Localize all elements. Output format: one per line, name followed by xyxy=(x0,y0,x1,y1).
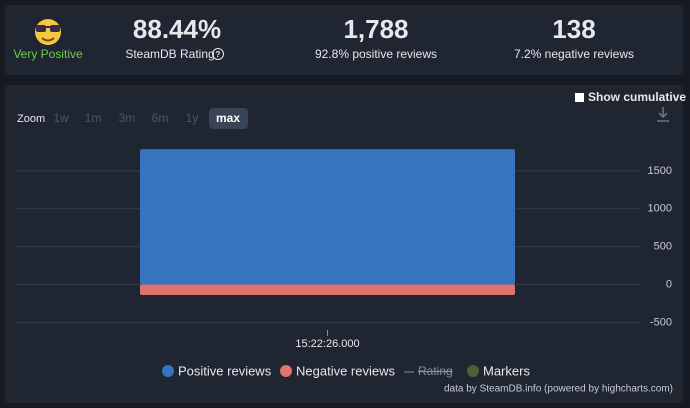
positive-caption: 92.8% positive reviews xyxy=(315,47,437,61)
download-icon[interactable] xyxy=(657,107,669,122)
x-tick-label: 15:22:26.000 xyxy=(295,338,359,350)
legend-marker[interactable] xyxy=(162,365,174,377)
negative-caption: 7.2% negative reviews xyxy=(514,47,634,61)
legend-marker[interactable] xyxy=(467,365,479,377)
negative-count: 138 xyxy=(552,14,595,44)
legend-label[interactable]: Markers xyxy=(483,363,530,378)
zoom-button[interactable]: 6m xyxy=(152,111,169,125)
zoom-button[interactable]: 1m xyxy=(85,111,102,125)
y-tick-label: 1000 xyxy=(648,203,672,215)
y-tick-label: 0 xyxy=(666,278,672,290)
legend-label[interactable]: Rating xyxy=(418,364,453,378)
zoom-button[interactable]: max xyxy=(216,111,240,125)
svg-text:?: ? xyxy=(216,50,221,59)
summary-panel xyxy=(5,5,683,75)
rating-value: 88.44% xyxy=(133,14,221,44)
zoom-label: Zoom xyxy=(17,113,45,125)
rating-label: Very Positive xyxy=(13,47,83,61)
cumulative-label[interactable]: Show cumulative xyxy=(588,90,686,104)
credit: data by SteamDB.info (powered by highcha… xyxy=(444,384,673,395)
zoom-button-bg[interactable] xyxy=(209,108,248,129)
legend-marker[interactable] xyxy=(280,365,292,377)
cumulative-checkbox[interactable] xyxy=(575,93,584,102)
y-tick-label: -500 xyxy=(650,316,672,328)
y-tick-label: 500 xyxy=(654,241,672,253)
rating-emoji xyxy=(35,19,61,45)
rating-caption: SteamDB Rating xyxy=(125,47,214,61)
bar xyxy=(140,149,515,285)
zoom-button[interactable]: 1y xyxy=(186,111,199,125)
bar xyxy=(140,284,515,295)
y-tick-label: 1500 xyxy=(648,165,672,177)
legend-label[interactable]: Negative reviews xyxy=(296,363,395,378)
zoom-button[interactable]: 1w xyxy=(53,111,69,125)
positive-count: 1,788 xyxy=(343,14,408,44)
zoom-button[interactable]: 3m xyxy=(119,111,136,125)
legend-label[interactable]: Positive reviews xyxy=(178,363,272,378)
help-icon[interactable]: ? xyxy=(212,48,224,60)
